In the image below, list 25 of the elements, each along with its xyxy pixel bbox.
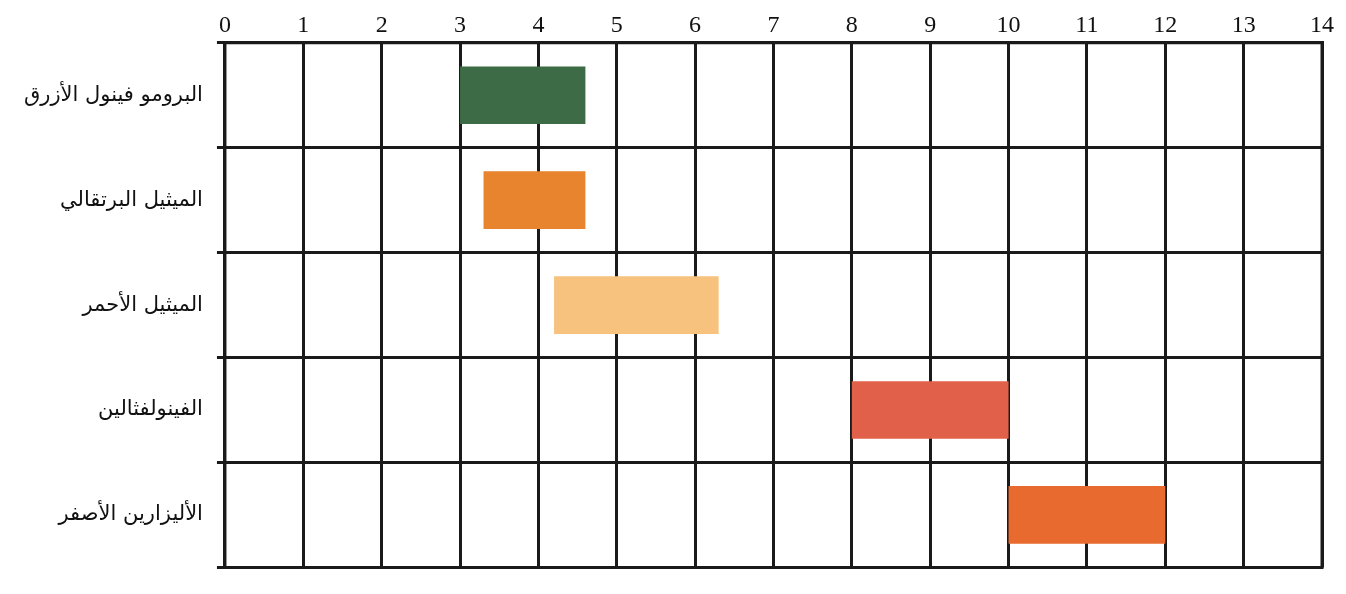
y-tick-label: الفينولفثالين bbox=[98, 396, 203, 421]
bar bbox=[460, 66, 586, 125]
x-tick-label: 14 bbox=[1310, 10, 1334, 37]
x-tick-label: 1 bbox=[297, 10, 310, 37]
bar bbox=[554, 276, 719, 334]
x-tick-label: 0 bbox=[218, 10, 231, 37]
bar bbox=[483, 171, 586, 230]
x-tick-label: 10 bbox=[996, 10, 1021, 37]
y-tick-label: الأليزارين الأصفر bbox=[57, 500, 203, 526]
x-tick-label: 13 bbox=[1231, 10, 1256, 37]
x-tick-label: 4 bbox=[532, 10, 545, 37]
bar bbox=[1008, 486, 1166, 544]
x-tick-label: 3 bbox=[454, 10, 467, 37]
x-tick-label: 12 bbox=[1153, 10, 1178, 37]
x-tick-label: 11 bbox=[1075, 10, 1099, 37]
x-tick-label: 5 bbox=[610, 10, 623, 37]
y-tick-label: الميثيل البرتقالي bbox=[60, 186, 203, 211]
bar bbox=[851, 381, 1009, 439]
y-tick-label: البرومو فينول الأزرق bbox=[24, 80, 203, 106]
x-tick-label: 9 bbox=[924, 10, 937, 37]
x-tick-label: 6 bbox=[689, 10, 702, 37]
y-tick-label: الميثيل الأحمر bbox=[81, 290, 203, 316]
x-tick-label: 2 bbox=[375, 10, 388, 37]
x-tick-label: 7 bbox=[767, 10, 780, 37]
x-tick-label: 8 bbox=[845, 10, 858, 37]
